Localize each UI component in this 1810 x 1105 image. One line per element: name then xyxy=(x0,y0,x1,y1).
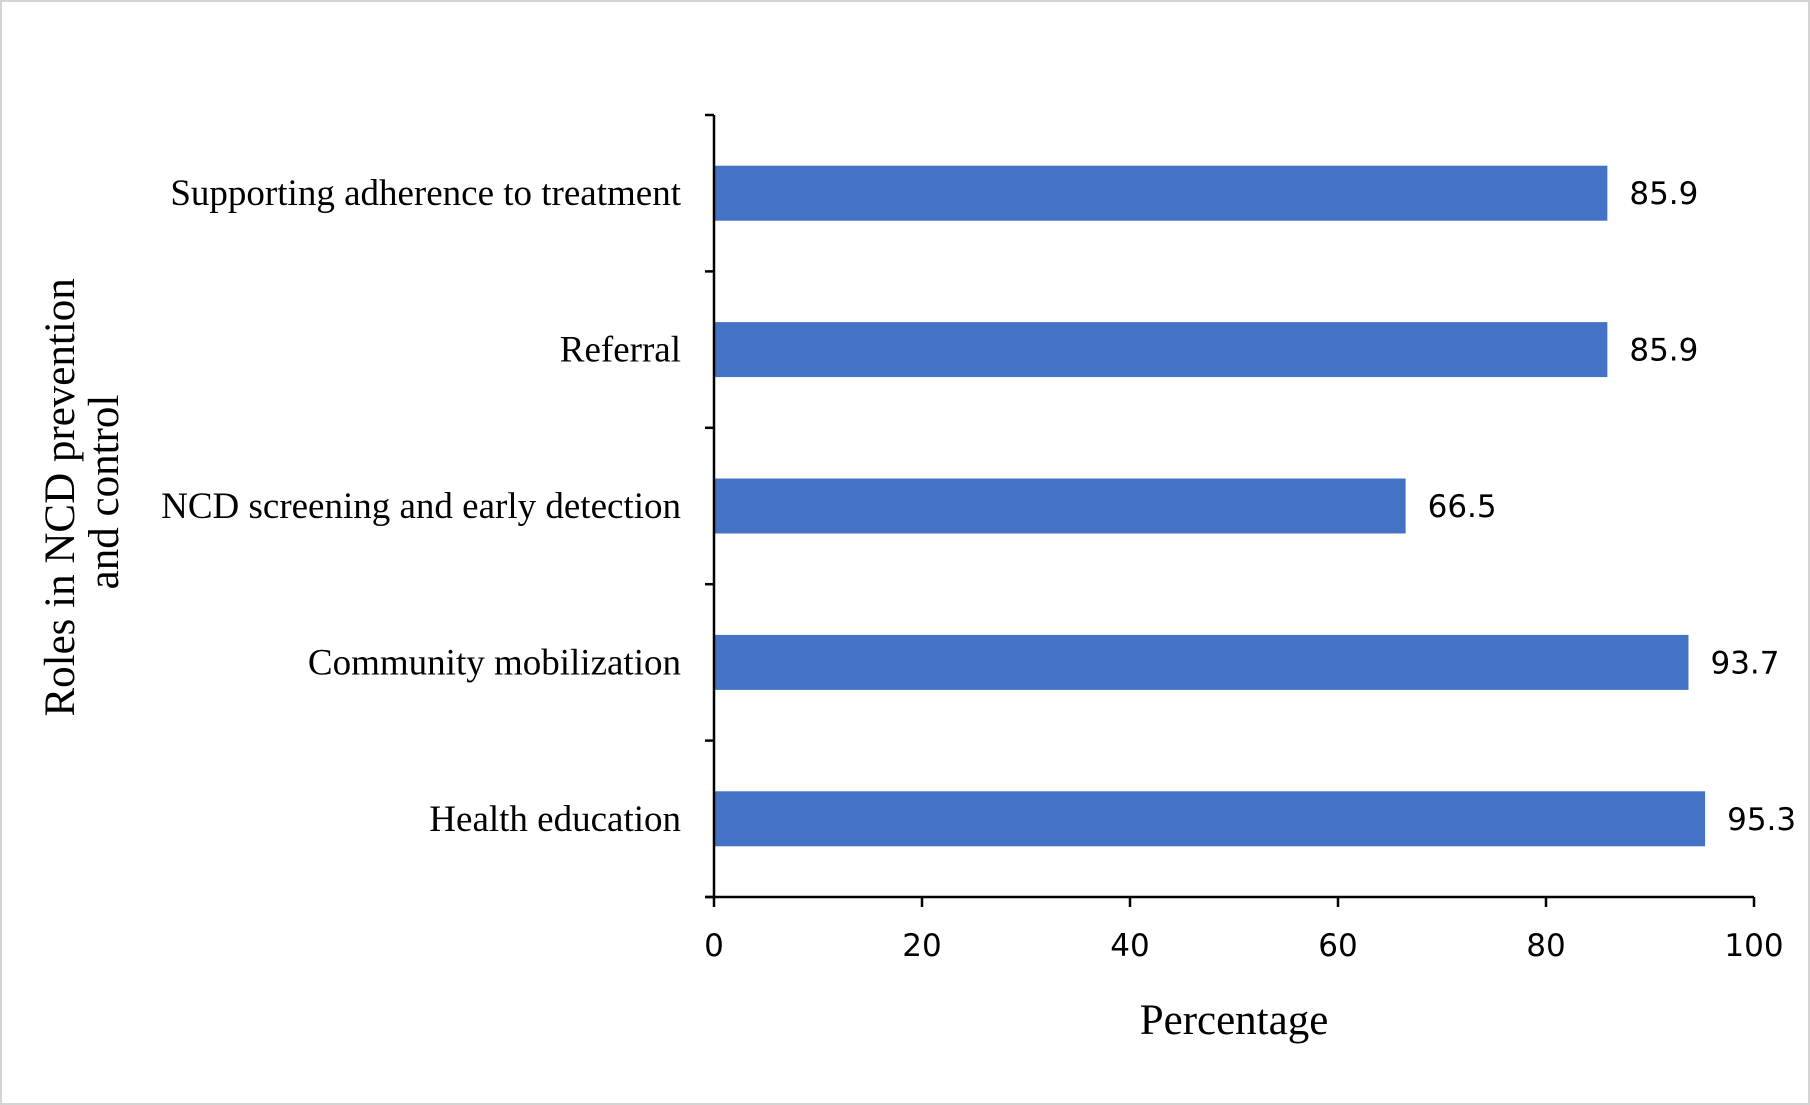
bar xyxy=(714,165,1608,221)
y-axis-title: Roles in NCD prevention and control xyxy=(37,267,128,716)
data-label: 66.5 xyxy=(1428,489,1497,525)
y-axis-title-line-2: and control xyxy=(81,395,128,590)
bar xyxy=(714,791,1706,847)
axes-layer xyxy=(705,113,1756,907)
x-tick-label: 20 xyxy=(902,928,941,964)
data-label: 95.3 xyxy=(1727,802,1796,838)
category-label: Supporting adherence to treatment xyxy=(170,173,681,214)
bar xyxy=(714,634,1689,690)
category-label: Referral xyxy=(560,330,681,371)
data-label: 85.9 xyxy=(1629,176,1698,212)
x-tick-label: 40 xyxy=(1110,928,1149,964)
category-label: NCD screening and early detection xyxy=(161,486,681,527)
y-axis-title-line-1: Roles in NCD prevention xyxy=(37,278,84,716)
category-label: Health education xyxy=(429,799,681,840)
x-tick-label: 0 xyxy=(704,928,724,964)
x-tick-label: 60 xyxy=(1318,928,1357,964)
labels-layer: Supporting adherence to treatment 85.9 Ref… xyxy=(161,173,1796,964)
bars-layer xyxy=(714,165,1706,847)
data-label: 93.7 xyxy=(1710,645,1779,681)
bar xyxy=(714,478,1406,534)
x-axis-title: Percentage xyxy=(1140,997,1329,1044)
x-tick-label: 80 xyxy=(1526,928,1565,964)
x-tick-label: 100 xyxy=(1724,928,1783,964)
bar xyxy=(714,322,1608,378)
category-label: Community mobilization xyxy=(308,642,681,683)
data-label: 85.9 xyxy=(1629,333,1698,369)
